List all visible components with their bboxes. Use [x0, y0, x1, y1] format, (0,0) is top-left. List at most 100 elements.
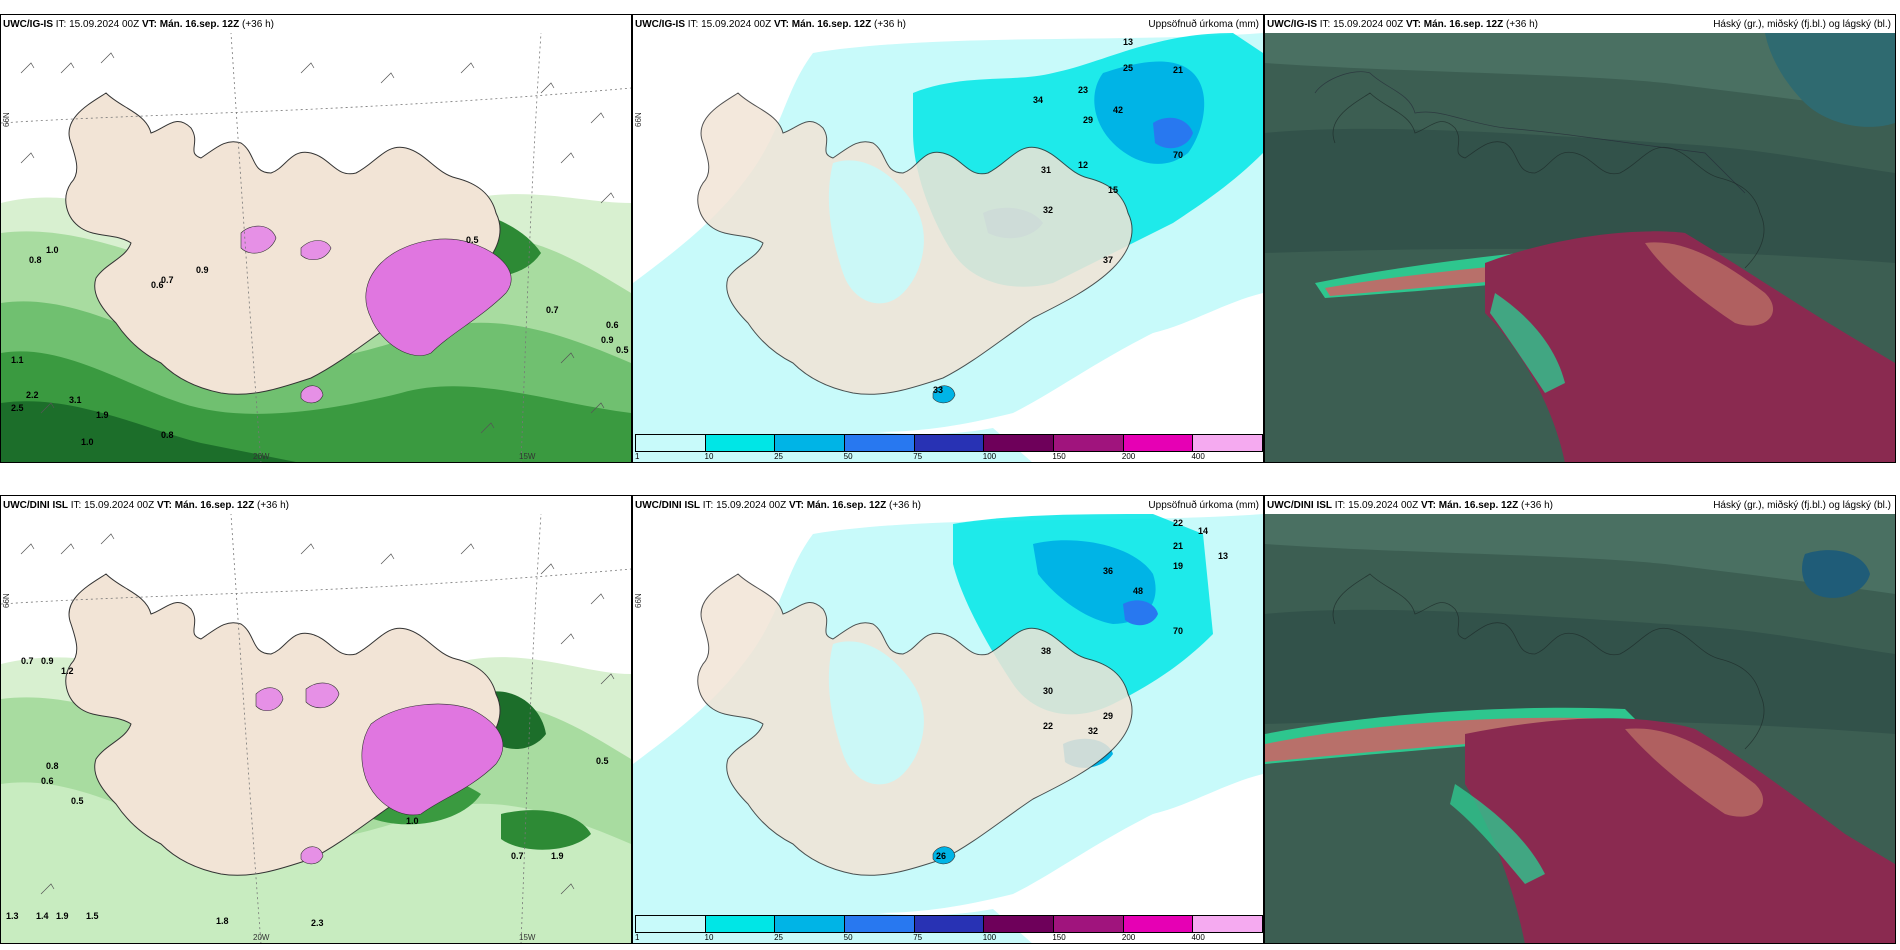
precip-value: 30 — [1043, 686, 1053, 696]
precip-value: 34 — [1033, 95, 1043, 105]
colorbar-tick: 10 — [704, 452, 714, 461]
colorbar-swatch — [1054, 916, 1124, 932]
precip-value: 36 — [1103, 566, 1113, 576]
value-label: 1.3 — [6, 911, 19, 921]
vt-prefix: VT: — [773, 19, 789, 30]
colorbar-tick: 200 — [1121, 933, 1136, 942]
colorbar-tick: 150 — [1052, 452, 1066, 461]
precip-value: 21 — [1173, 541, 1183, 551]
precip-value: 21 — [1173, 65, 1183, 75]
precip-value: 13 — [1123, 37, 1133, 47]
value-label: 0.9 — [41, 656, 54, 666]
lead-time: (+36 h) — [1521, 500, 1553, 511]
vt-prefix: VT: — [141, 19, 157, 30]
value-label: 0.7 — [546, 305, 559, 315]
model-name: UWC/IG-IS — [635, 19, 685, 30]
colorbar-swatch — [984, 435, 1055, 451]
value-label: 0.8 — [46, 761, 59, 771]
panel-title: Uppsöfnuð úrkoma (mm) — [1148, 19, 1259, 30]
valid-time: Mán. 16.sep. 12Z — [1438, 500, 1519, 511]
colorbar-labels: 1 10 25 50 75 100 150 200 400 — [635, 452, 1261, 462]
value-label: 1.1 — [11, 355, 24, 365]
colorbar-swatch — [845, 916, 915, 932]
model-name: UWC/DINI ISL — [635, 500, 700, 511]
colorbar — [635, 434, 1263, 452]
colorbar — [635, 915, 1263, 933]
panel-dini-wind: UWC/DINI ISL IT: 15.09.2024 00Z VT: Mán.… — [0, 495, 632, 944]
colorbar-swatch — [705, 916, 776, 932]
precip-value: 13 — [1218, 551, 1228, 561]
colorbar-tick: 100 — [982, 933, 997, 942]
lon-label: 15W — [519, 933, 536, 942]
value-label: 1.0 — [81, 437, 94, 447]
valid-time: Mán. 16.sep. 12Z — [791, 19, 872, 30]
vt-prefix: VT: — [1420, 500, 1436, 511]
precip-value: 22 — [1173, 518, 1183, 528]
value-label: 1.9 — [56, 911, 69, 921]
value-label: 1.0 — [46, 245, 59, 255]
colorbar-tick: 25 — [774, 933, 784, 942]
it-prefix: IT: — [1319, 19, 1331, 30]
colorbar-tick: 25 — [774, 452, 784, 461]
model-name: UWC/DINI ISL — [1267, 500, 1332, 511]
it-prefix: IT: — [1334, 500, 1346, 511]
colorbar-tick: 150 — [1052, 933, 1066, 942]
valid-time: Mán. 16.sep. 12Z — [1423, 19, 1504, 30]
model-name: UWC/IG-IS — [3, 19, 53, 30]
value-label: 1.9 — [96, 410, 109, 420]
panel-dini-precip: UWC/DINI ISL IT: 15.09.2024 00Z VT: Mán.… — [632, 495, 1264, 944]
lead-time: (+36 h) — [1506, 19, 1538, 30]
colorbar-tick: 400 — [1191, 452, 1205, 461]
vt-prefix: VT: — [1405, 19, 1421, 30]
vt-prefix: VT: — [156, 500, 172, 511]
valid-time: Mán. 16.sep. 12Z — [159, 19, 240, 30]
value-label: 1.4 — [36, 911, 49, 921]
panel-ig-precip: UWC/IG-IS IT: 15.09.2024 00Z VT: Mán. 16… — [632, 14, 1264, 463]
lead-time: (+36 h) — [257, 500, 289, 511]
panel-header: UWC/DINI ISL IT: 15.09.2024 00Z VT: Mán.… — [1267, 500, 1553, 511]
value-label: 2.3 — [311, 918, 324, 928]
colorbar-tick: 75 — [913, 452, 923, 461]
cloud-map — [1265, 33, 1895, 462]
precip-value: 22 — [1043, 721, 1053, 731]
panel-header: UWC/DINI ISL IT: 15.09.2024 00Z VT: Mán.… — [635, 500, 921, 511]
lat-label: 66N — [2, 112, 11, 127]
colorbar-tick: 1 — [635, 452, 640, 461]
value-label: 0.6 — [606, 320, 619, 330]
colorbar-swatch — [845, 435, 915, 451]
value-label: 0.5 — [71, 796, 84, 806]
precip-value: 31 — [1041, 165, 1051, 175]
precip-value: 26 — [936, 851, 946, 861]
value-label: 0.8 — [29, 255, 42, 265]
value-label: 0.5 — [616, 345, 629, 355]
precip-value: 19 — [1173, 561, 1183, 571]
value-label: 3.1 — [69, 395, 82, 405]
lead-time: (+36 h) — [242, 19, 274, 30]
colorbar-tick: 400 — [1191, 933, 1205, 942]
precip-value: 29 — [1103, 711, 1113, 721]
precip-value: 48 — [1133, 586, 1143, 596]
colorbar-tick: 100 — [982, 452, 997, 461]
it-prefix: IT: — [55, 19, 67, 30]
cloud-map — [1265, 514, 1895, 943]
value-label: 1.2 — [61, 666, 74, 676]
valid-time: Mán. 16.sep. 12Z — [806, 500, 887, 511]
panel-ig-wind: UWC/IG-IS IT: 15.09.2024 00Z VT: Mán. 16… — [0, 14, 632, 463]
colorbar-swatch — [914, 435, 985, 451]
init-time: 15.09.2024 00Z — [69, 19, 140, 30]
precip-value: 15 — [1108, 185, 1118, 195]
init-time: 15.09.2024 00Z — [716, 500, 787, 511]
it-prefix: IT: — [702, 500, 714, 511]
precip-map: 13 25 21 23 42 34 29 70 31 32 12 15 37 3… — [633, 33, 1263, 462]
lat-label: 66N — [634, 112, 643, 127]
colorbar-tick: 75 — [913, 933, 923, 942]
value-label: 0.9 — [196, 265, 209, 275]
it-prefix: IT: — [70, 500, 82, 511]
value-label: 1.5 — [86, 911, 99, 921]
precip-value: 14 — [1198, 526, 1208, 536]
model-name: UWC/IG-IS — [1267, 19, 1317, 30]
panel-title: Háský (gr.), miðský (fj.bl.) og lágský (… — [1713, 19, 1891, 30]
value-label: 0.6 — [41, 776, 54, 786]
value-label: 1.9 — [551, 851, 564, 861]
value-label: 0.9 — [601, 335, 614, 345]
